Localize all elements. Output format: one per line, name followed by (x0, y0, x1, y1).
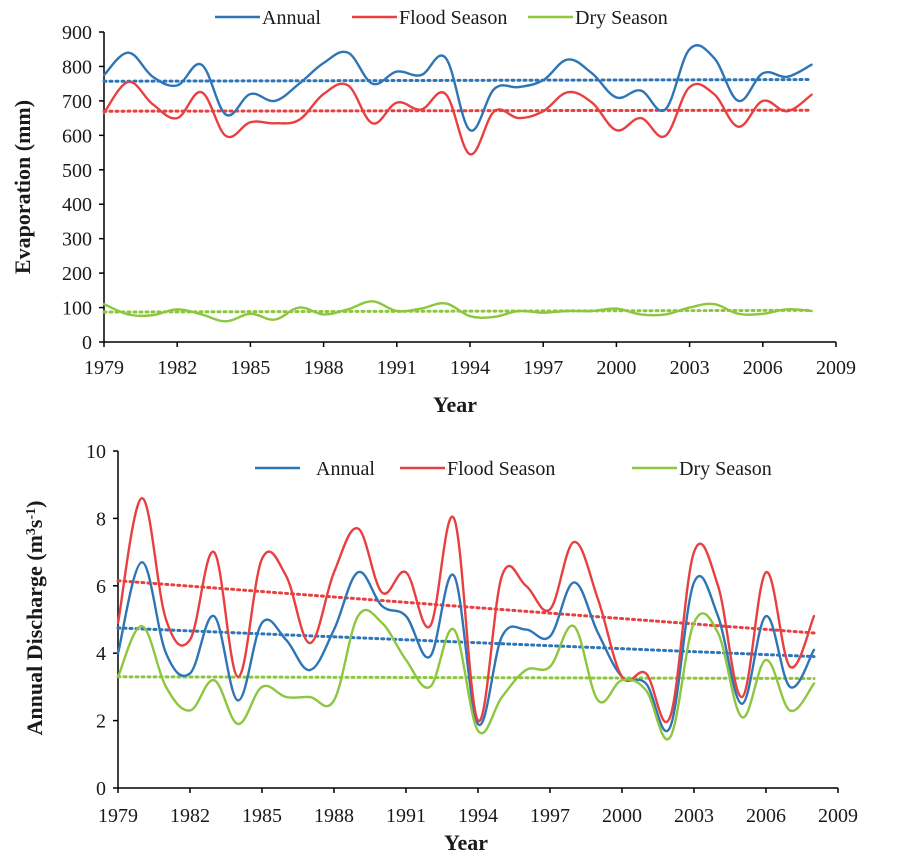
x-tick-label: 2003 (670, 357, 710, 379)
y-tick-label: 600 (62, 125, 92, 147)
x-tick-label: 1991 (377, 357, 417, 379)
y-tick-label: 0 (82, 332, 92, 354)
x-tick-label: 1997 (523, 357, 563, 379)
evaporation-y-axis-title: Evaporation (mm) (10, 100, 35, 274)
trendline-annual (102, 78, 814, 83)
discharge-y-axis-title-sup2: -1 (24, 508, 39, 520)
y-tick-label: 700 (62, 91, 92, 113)
trendline-flood-season (102, 108, 814, 113)
x-tick-label: 1985 (242, 805, 282, 827)
y-tick-label: 400 (62, 194, 92, 216)
x-tick-label: 2000 (596, 357, 636, 379)
discharge-legend: Annual Flood Season Dry Season (255, 458, 772, 480)
y-tick-label: 300 (62, 229, 92, 251)
x-tick-label: 1979 (98, 805, 138, 827)
y-tick-label: 100 (62, 298, 92, 320)
discharge-y-axis-title: Annual Discharge (m3s-1) (22, 500, 47, 735)
x-tick-label: 1994 (458, 805, 498, 827)
discharge-chart: 0 2 4 6 8 10 1979 1982 1985 1988 1991 1994 1997 2000 2… (22, 441, 858, 855)
discharge-plot-area: 0 2 4 6 8 10 1979 1982 1985 1988 1991 1994 1997 2000 2… (86, 441, 858, 827)
series-line-dry-season (116, 608, 816, 741)
x-tick-label: 2006 (746, 805, 786, 827)
series-line-annual (116, 561, 816, 732)
series-line-dry-season (102, 300, 813, 323)
x-tick-label: 1982 (157, 357, 197, 379)
y-tick-label: 8 (96, 508, 106, 530)
evaporation-legend: Annual Flood Season Dry Season (215, 7, 668, 29)
y-tick-label: 200 (62, 263, 92, 285)
legend-label-flood-season: Flood Season (399, 7, 507, 29)
legend-label-annual: Annual (262, 7, 321, 29)
x-tick-label: 1991 (386, 805, 426, 827)
y-tick-label: 800 (62, 56, 92, 78)
discharge-y-axis-title-end: ) (22, 500, 47, 507)
y-tick-label: 2 (96, 711, 106, 733)
discharge-y-axis-title-sup1: 3 (24, 528, 39, 535)
x-tick-label: 2009 (816, 357, 856, 379)
y-tick-label: 4 (96, 643, 106, 665)
x-tick-label: 1988 (304, 357, 344, 379)
series-line-flood-season (102, 80, 813, 156)
x-tick-label: 1979 (84, 357, 124, 379)
trendline-flood-season (116, 579, 816, 635)
trendline-dry-season (102, 308, 814, 314)
evaporation-chart: 0 100 200 300 400 500 600 700 800 900 1979 1982 1985… (10, 7, 856, 417)
legend-label-flood-season-2: Flood Season (447, 458, 555, 480)
series-line-flood-season (116, 496, 816, 723)
x-tick-label: 2000 (602, 805, 642, 827)
x-tick-label: 2009 (818, 805, 858, 827)
discharge-y-axis-title-mid: s (22, 519, 47, 528)
legend-label-annual-2: Annual (316, 458, 375, 480)
discharge-x-axis-title: Year (444, 830, 488, 855)
y-tick-label: 900 (62, 22, 92, 44)
x-tick-label: 1994 (450, 357, 490, 379)
y-tick-label: 10 (86, 441, 106, 463)
discharge-y-axis-title-main: Annual Discharge (m (22, 535, 47, 735)
evaporation-x-axis-title: Year (433, 392, 477, 417)
legend-label-dry-season-2: Dry Season (679, 458, 772, 480)
x-tick-label: 1982 (170, 805, 210, 827)
y-tick-label: 0 (96, 778, 106, 800)
y-tick-label: 6 (96, 576, 106, 598)
x-tick-label: 1988 (314, 805, 354, 827)
series-line-annual (102, 44, 813, 132)
x-tick-label: 1985 (230, 357, 270, 379)
evaporation-plot-area: 0 100 200 300 400 500 600 700 800 900 1979 1982 1985… (62, 22, 856, 379)
x-tick-label: 1997 (530, 805, 570, 827)
legend-label-dry-season: Dry Season (575, 7, 668, 29)
y-tick-label: 500 (62, 160, 92, 182)
x-tick-label: 2003 (674, 805, 714, 827)
x-tick-label: 2006 (743, 357, 783, 379)
